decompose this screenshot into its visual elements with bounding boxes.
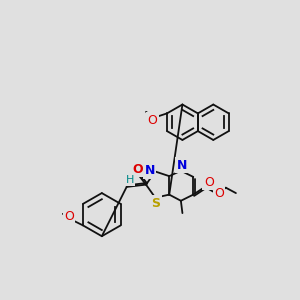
- Text: O: O: [214, 187, 224, 200]
- Text: S: S: [152, 196, 160, 210]
- Text: O: O: [132, 163, 143, 176]
- Text: H: H: [125, 175, 134, 185]
- Text: O: O: [147, 114, 157, 127]
- Text: N: N: [145, 164, 155, 177]
- Text: O: O: [64, 211, 74, 224]
- Text: N: N: [176, 159, 187, 172]
- Text: O: O: [204, 176, 214, 189]
